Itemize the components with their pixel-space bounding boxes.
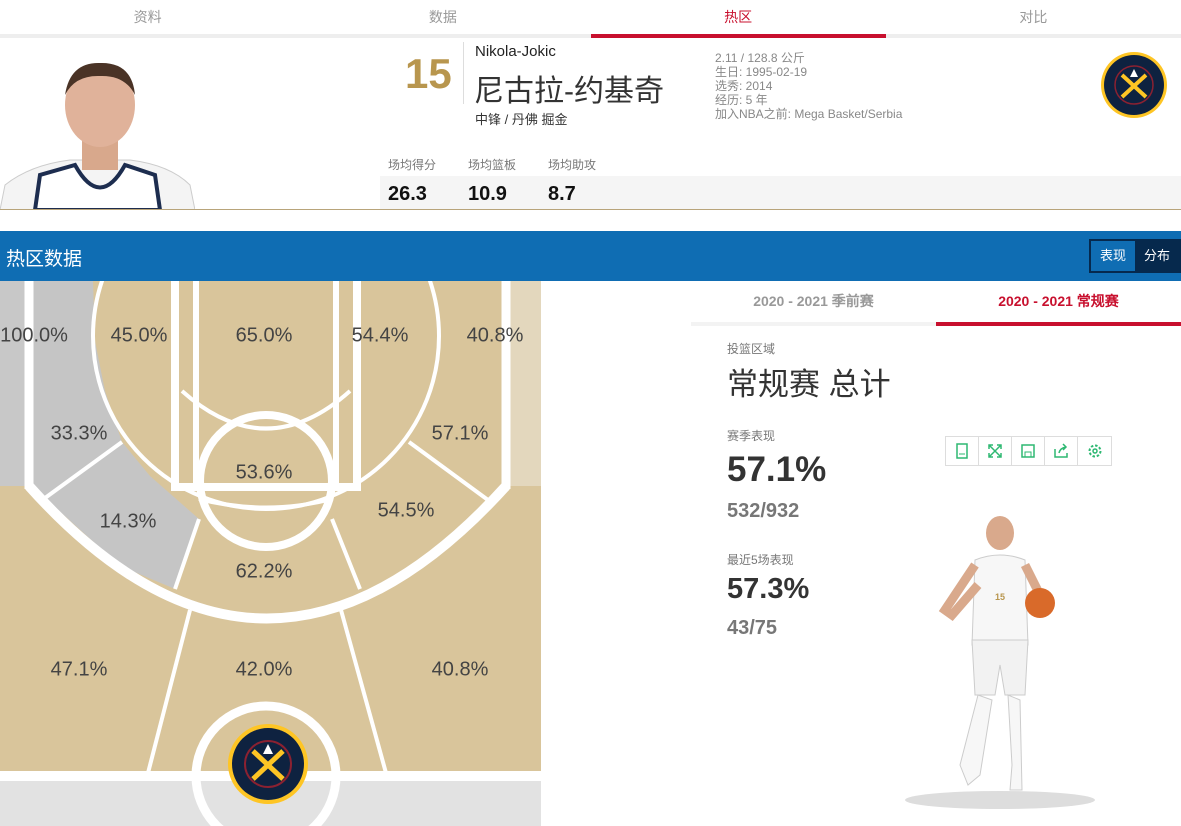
zone-label[interactable]: 40.8%	[431, 658, 489, 681]
average-stats: 场均得分 26.3 场均篮板 10.9 场均助攻 8.7	[388, 156, 628, 206]
zone-left-wing	[33, 281, 199, 589]
jersey-graphic: 15	[995, 592, 1005, 602]
stat-points: 场均得分 26.3	[388, 156, 468, 206]
stat-value: 8.7	[548, 183, 576, 205]
player-action-photo: 15	[905, 516, 1095, 809]
recent-label: 最近5场表现	[727, 553, 794, 567]
tab-stats[interactable]: 数据	[428, 9, 457, 25]
player-name-cn: 尼古拉-约基奇	[474, 75, 664, 108]
toggle-performance[interactable]: 表现	[1091, 241, 1135, 271]
season-tabs: 2020 - 2021 季前赛 2020 - 2021 常规赛	[691, 281, 1181, 326]
recent-pct: 57.3%	[727, 573, 810, 605]
season-label: 赛季表现	[727, 429, 776, 443]
zone-left-corner	[0, 281, 25, 486]
player-name-en: Nikola-Jokic	[475, 43, 556, 60]
zone-label[interactable]: 54.5%	[377, 499, 435, 522]
player-headshot	[0, 62, 195, 210]
recent-made: 43/75	[727, 617, 778, 639]
birthday: 生日: 1995-02-19	[715, 65, 808, 79]
tablet-icon[interactable]	[946, 437, 979, 465]
divider	[0, 209, 1181, 210]
zone-label[interactable]: 42.0%	[235, 658, 293, 681]
tab-compare[interactable]: 对比	[1019, 9, 1048, 25]
height-weight: 2.11 / 128.8 公斤	[715, 51, 805, 65]
stat-label: 场均篮板	[468, 158, 517, 172]
settings-icon[interactable]	[1078, 437, 1111, 465]
team-logo	[1101, 52, 1167, 118]
experience: 经历: 5 年	[715, 93, 768, 107]
zone-label[interactable]: 54.4%	[351, 324, 409, 347]
stat-label: 场均得分	[388, 158, 437, 172]
chart-toolbar	[945, 436, 1112, 466]
area-value: 常规赛 总计	[727, 367, 891, 402]
zone-label[interactable]: 53.6%	[235, 461, 293, 484]
divider	[463, 42, 464, 104]
share-icon[interactable]	[1045, 437, 1078, 465]
toggle-distribution[interactable]: 分布	[1143, 248, 1170, 263]
season-made: 532/932	[727, 500, 800, 522]
tab-regular-season[interactable]: 2020 - 2021 常规赛	[936, 281, 1181, 326]
season-pct: 57.1%	[727, 450, 827, 489]
zone-label[interactable]: 47.1%	[50, 658, 108, 681]
section-header: 热区数据	[0, 231, 1181, 281]
tab-preseason[interactable]: 2020 - 2021 季前赛	[691, 281, 936, 326]
zone-label[interactable]: 62.2%	[235, 560, 293, 583]
zone-label[interactable]: 65.0%	[235, 324, 293, 347]
prior-club: 加入NBA之前: Mega Basket/Serbia	[715, 107, 903, 121]
jersey-number: 15	[405, 50, 452, 97]
stat-assists: 场均助攻 8.7	[548, 156, 628, 206]
draft: 选秀: 2014	[715, 79, 773, 93]
area-label: 投篮区域	[727, 342, 776, 356]
save-icon[interactable]	[1012, 437, 1045, 465]
player-info: 2.11 / 128.8 公斤 生日: 1995-02-19 选秀: 2014 …	[715, 51, 902, 121]
tab-hotzone[interactable]: 热区	[590, 0, 886, 38]
fullscreen-icon[interactable]	[979, 437, 1012, 465]
court-graphic	[0, 281, 541, 826]
zone-label[interactable]: 57.1%	[431, 422, 489, 445]
court-logo	[228, 724, 308, 804]
position-team: 中锋 / 丹佛 掘金	[475, 112, 568, 127]
zone-label[interactable]: 33.3%	[50, 422, 108, 445]
zone-right-corner	[510, 281, 541, 486]
stat-label: 场均助攻	[548, 158, 597, 172]
tab-profile[interactable]: 资料	[133, 9, 162, 25]
stat-rebounds: 场均篮板 10.9	[468, 156, 548, 206]
zone-label[interactable]: 45.0%	[110, 324, 168, 347]
top-nav: 资料 数据 热区 对比	[0, 0, 1181, 38]
section-title: 热区数据	[6, 249, 83, 270]
stat-value: 10.9	[468, 183, 507, 205]
shot-chart: 100.0% 45.0% 65.0% 54.4% 40.8% 33.3% 57.…	[0, 281, 541, 826]
view-toggle: 表现 分布	[1089, 239, 1181, 273]
zone-label[interactable]: 100.0%	[0, 324, 68, 347]
zone-label[interactable]: 14.3%	[99, 510, 157, 533]
stat-value: 26.3	[388, 183, 427, 205]
zone-label[interactable]: 40.8%	[466, 324, 524, 347]
